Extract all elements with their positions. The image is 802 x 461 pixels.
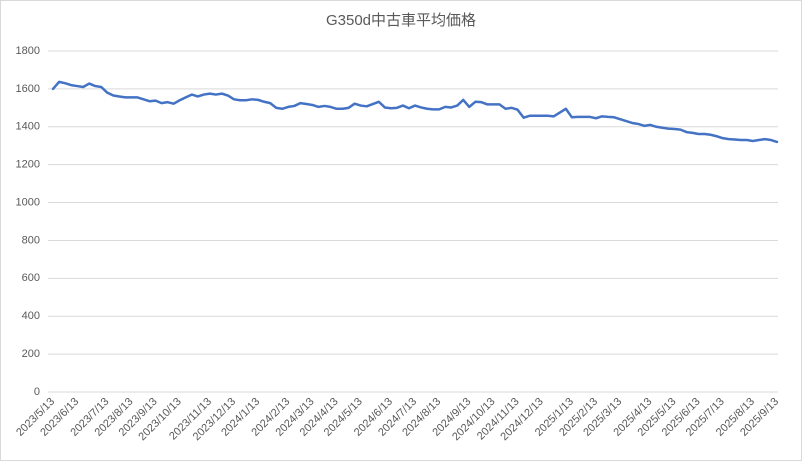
y-tick-label: 600 bbox=[22, 272, 40, 284]
y-tick-label: 1600 bbox=[16, 83, 40, 95]
y-tick-label: 1000 bbox=[16, 196, 40, 208]
y-tick-label: 1400 bbox=[16, 121, 40, 133]
y-tick-label: 800 bbox=[22, 234, 40, 246]
y-tick-label: 1800 bbox=[16, 45, 40, 57]
y-tick-label: 1200 bbox=[16, 159, 40, 171]
y-tick-label: 0 bbox=[34, 386, 40, 398]
y-tick-label: 200 bbox=[22, 348, 40, 360]
y-tick-label: 400 bbox=[22, 310, 40, 322]
chart-title: G350d中古車平均価格 bbox=[326, 12, 476, 29]
line-series bbox=[51, 80, 779, 144]
